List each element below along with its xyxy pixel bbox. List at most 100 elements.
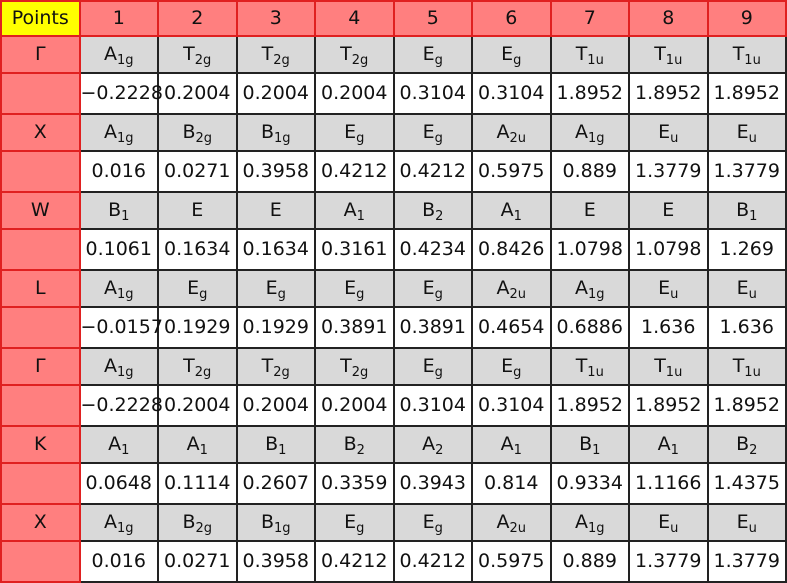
irrep-subscript: 1g xyxy=(274,521,291,537)
irrep-subscript: u xyxy=(748,131,757,147)
irrep-subscript: 2u xyxy=(509,521,526,537)
irrep-subscript: 1u xyxy=(665,365,683,381)
energy-cell: 0.889 xyxy=(549,149,630,193)
energy-cell: 1.8952 xyxy=(706,383,787,427)
point-spacer xyxy=(0,461,81,505)
band-header: 9 xyxy=(706,0,787,37)
irrep-cell: B2 xyxy=(392,190,473,230)
irrep-cell: Eg xyxy=(314,502,395,542)
irrep-base: E xyxy=(344,121,357,144)
energy-cell: −0.2228 xyxy=(78,383,163,427)
irrep-subscript: 2g xyxy=(194,53,212,69)
irrep-base: A xyxy=(186,433,200,456)
irrep-cell: A2 xyxy=(392,424,473,464)
irrep-cell: T1u xyxy=(628,346,709,386)
energy-cell: 0.3943 xyxy=(392,461,473,505)
irrep-cell: A1 xyxy=(157,424,238,464)
irrep-cell: Eg xyxy=(392,268,473,308)
irrep-cell: E xyxy=(235,190,316,230)
irrep-base: T xyxy=(732,355,745,378)
irrep-base: E xyxy=(191,199,204,222)
energy-cell: −0.2228 xyxy=(78,71,163,115)
irrep-cell: A1g xyxy=(549,502,630,542)
irrep-subscript: 1 xyxy=(356,209,365,225)
irrep-cell: A1g xyxy=(78,346,159,386)
irrep-base: B xyxy=(265,433,279,456)
irrep-subscript: 1g xyxy=(587,287,605,303)
energy-cell: 0.4212 xyxy=(314,539,395,583)
band-header: 1 xyxy=(78,0,159,37)
irrep-base: E xyxy=(736,511,749,534)
irrep-base: T xyxy=(575,355,588,378)
irrep-subscript: 1g xyxy=(587,131,605,147)
irrep-cell: A1g xyxy=(549,268,630,308)
irrep-subscript: 1 xyxy=(670,443,679,459)
irrep-cell: T1u xyxy=(549,34,630,74)
energy-cell: 0.016 xyxy=(78,149,159,193)
irrep-cell: A1g xyxy=(78,268,159,308)
irrep-subscript: u xyxy=(670,131,679,147)
energy-cell: 0.3958 xyxy=(235,149,316,193)
irrep-cell: B2 xyxy=(314,424,395,464)
irrep-cell: E xyxy=(549,190,630,230)
band-header: 6 xyxy=(471,0,552,37)
energy-cell: 0.4654 xyxy=(471,305,552,349)
irrep-base: B xyxy=(422,199,436,222)
energy-cell: 0.3104 xyxy=(471,71,552,115)
energy-cell: 0.2004 xyxy=(314,383,395,427)
energy-cell: 1.8952 xyxy=(628,383,709,427)
irrep-base: E xyxy=(736,121,749,144)
irrep-base: E xyxy=(422,121,435,144)
irrep-cell: A2u xyxy=(471,502,552,542)
irrep-subscript: 1 xyxy=(199,443,208,459)
irrep-subscript: 1u xyxy=(587,53,604,69)
irrep-cell: A1g xyxy=(78,34,159,74)
irrep-subscript: g xyxy=(356,521,365,537)
corner-cell: Points xyxy=(0,0,81,37)
irrep-subscript: g xyxy=(434,131,443,147)
irrep-subscript: 2 xyxy=(356,443,365,459)
energy-cell: 0.6886 xyxy=(549,305,630,349)
irrep-cell: Eg xyxy=(235,268,316,308)
energy-row: −0.2228 0.2004 0.2004 0.2004 0.3104 0.3104 1.8… xyxy=(0,383,787,427)
irrep-base: E xyxy=(662,199,675,222)
irrep-subscript: 2 xyxy=(435,209,444,225)
irrep-base: A xyxy=(574,121,588,144)
irrep-cell: Eg xyxy=(392,112,473,152)
irrep-cell: B1 xyxy=(549,424,630,464)
energy-cell: 0.4212 xyxy=(392,149,473,193)
irrep-subscript: g xyxy=(356,287,365,303)
symmetry-row: W B1 E E A1 B2 A1 E E B1 xyxy=(0,190,787,230)
irrep-base: A xyxy=(496,511,510,534)
irrep-cell: T2g xyxy=(235,346,316,386)
energy-cell: 1.0798 xyxy=(549,227,630,271)
energy-cell: 1.8952 xyxy=(549,71,630,115)
irrep-cell: Eg xyxy=(392,346,473,386)
energy-cell: 0.2607 xyxy=(235,461,316,505)
energy-cell: 0.8426 xyxy=(471,227,552,271)
irrep-cell: E xyxy=(628,190,709,230)
irrep-base: E xyxy=(422,511,435,534)
irrep-base: E xyxy=(658,277,671,300)
irrep-base: A xyxy=(103,355,117,378)
symmetry-row: L A1g Eg Eg Eg Eg A2u A1g Eu Eu xyxy=(0,268,787,308)
irrep-cell: Eg xyxy=(157,268,238,308)
band-header: 4 xyxy=(314,0,395,37)
irrep-base: A xyxy=(103,511,117,534)
irrep-subscript: u xyxy=(748,521,757,537)
irrep-cell: Eg xyxy=(314,268,395,308)
irrep-base: E xyxy=(422,355,435,378)
energy-cell: 0.1061 xyxy=(78,227,159,271)
energy-row: 0.0648 0.1114 0.2607 0.3359 0.3943 0.814 0.933… xyxy=(0,461,787,505)
irrep-subscript: 1 xyxy=(513,443,522,459)
energy-cell: 1.8952 xyxy=(549,383,630,427)
irrep-base: A xyxy=(103,121,117,144)
energy-cell: 0.3104 xyxy=(392,383,473,427)
energy-cell: 1.269 xyxy=(706,227,787,271)
irrep-cell: T2g xyxy=(157,34,238,74)
irrep-cell: Eg xyxy=(314,112,395,152)
energy-cell: 0.1634 xyxy=(235,227,316,271)
energy-cell: 1.0798 xyxy=(628,227,709,271)
